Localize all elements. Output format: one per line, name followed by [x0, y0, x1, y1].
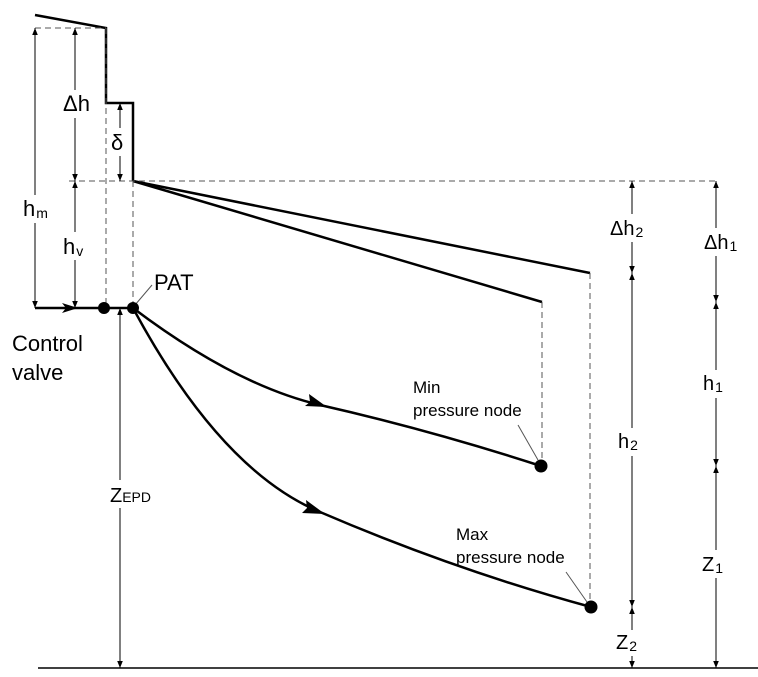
label-h-v: hv	[63, 234, 83, 259]
label-h1: h1	[703, 373, 723, 395]
label-delta: δ	[111, 130, 123, 155]
label-control-valve-line1: Control	[12, 331, 83, 356]
label-h-m: hm	[23, 196, 48, 221]
label-control-valve-line2: valve	[12, 360, 63, 385]
label-h2: h2	[618, 431, 638, 453]
label-z2: Z2	[616, 632, 637, 654]
head-line-min-node	[132, 179, 543, 304]
flow-arrow-min	[305, 394, 327, 407]
label-min-node-line1: Min	[413, 378, 440, 397]
leader-lines	[134, 284, 588, 603]
label-min-node-line2: pressure node	[413, 401, 522, 420]
dimension-lines	[32, 28, 719, 668]
pipe-to-min-node	[132, 307, 542, 468]
label-delta-h2: Δh2	[610, 218, 643, 240]
label-z-epd: ZEPD	[110, 485, 151, 507]
labels: Δh δ hm hv PAT Control valve ZEPD Min pr…	[12, 90, 754, 656]
label-max-node-line1: Max	[456, 525, 489, 544]
label-delta-h: Δh	[63, 91, 90, 116]
label-z1: Z1	[702, 554, 723, 576]
min-pressure-node	[534, 459, 548, 473]
pat-node	[127, 302, 139, 314]
label-pat: PAT	[154, 270, 194, 295]
max-pressure-node	[584, 600, 598, 614]
label-max-node-line2: pressure node	[456, 548, 565, 567]
flow-arrow-inlet	[62, 303, 78, 313]
flow-arrow-max	[302, 500, 325, 514]
label-delta-h1: Δh1	[704, 232, 737, 254]
head-line-max-node	[132, 179, 591, 275]
control-valve-node	[98, 302, 110, 314]
